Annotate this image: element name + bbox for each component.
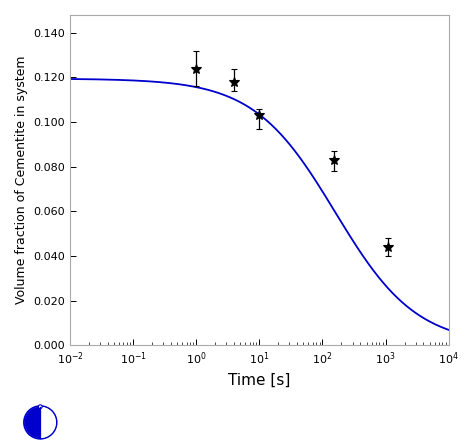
X-axis label: Time [s]: Time [s] xyxy=(228,372,291,387)
Wedge shape xyxy=(40,407,56,438)
Circle shape xyxy=(38,405,42,409)
Wedge shape xyxy=(25,407,40,438)
Y-axis label: Volume fraction of Cementite in system: Volume fraction of Cementite in system xyxy=(15,56,28,304)
